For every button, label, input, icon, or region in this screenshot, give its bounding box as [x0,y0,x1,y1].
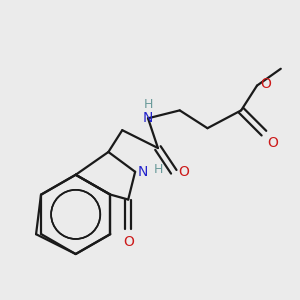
Text: O: O [260,77,271,91]
Text: O: O [123,235,134,249]
Text: H: H [154,163,163,176]
Text: N: N [138,165,148,179]
Text: O: O [267,136,278,150]
Text: N: N [143,111,153,125]
Text: H: H [143,98,153,111]
Text: O: O [178,165,189,179]
